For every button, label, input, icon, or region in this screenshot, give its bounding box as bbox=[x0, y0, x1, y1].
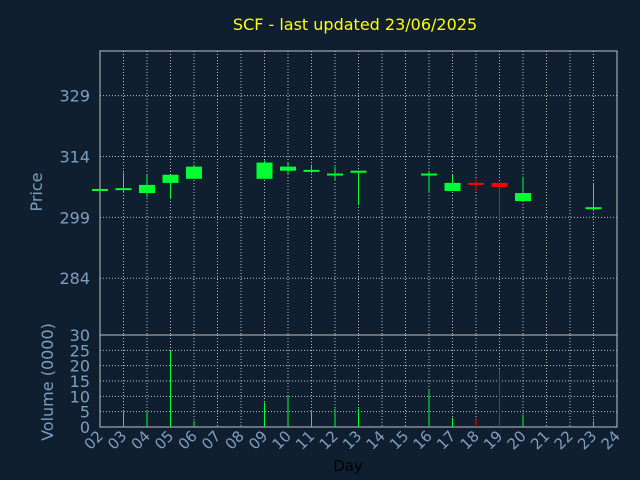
x-tick-label: 15 bbox=[386, 427, 412, 453]
x-tick-label: 07 bbox=[198, 427, 224, 453]
candle-body bbox=[515, 193, 531, 202]
x-tick-label: 10 bbox=[269, 427, 295, 453]
candle-body bbox=[444, 182, 461, 191]
candle-body bbox=[421, 173, 437, 176]
volume-tick-label: 10 bbox=[70, 387, 90, 406]
x-tick-label: 13 bbox=[339, 427, 365, 453]
price-tick-label: 299 bbox=[59, 208, 90, 227]
x-tick-label: 23 bbox=[574, 427, 600, 453]
candle-body bbox=[186, 166, 202, 179]
x-tick-label: 22 bbox=[551, 427, 577, 453]
x-tick-label: 04 bbox=[128, 427, 154, 453]
price-tick-label: 314 bbox=[59, 147, 90, 166]
candle-body bbox=[162, 174, 179, 183]
x-tick-label: 12 bbox=[316, 427, 342, 453]
price-tick-label: 284 bbox=[59, 269, 90, 288]
x-tick-label: 05 bbox=[151, 427, 177, 453]
x-tick-label: 19 bbox=[480, 427, 506, 453]
candle-body bbox=[280, 166, 296, 171]
candle-body bbox=[327, 173, 343, 176]
x-tick-label: 11 bbox=[292, 427, 318, 453]
candle-body bbox=[491, 182, 508, 187]
price-tick-label: 329 bbox=[59, 87, 90, 106]
x-tick-label: 09 bbox=[245, 427, 271, 453]
candle-body bbox=[115, 188, 132, 191]
volume-tick-label: 20 bbox=[70, 357, 90, 376]
x-tick-label: 14 bbox=[363, 427, 389, 453]
x-tick-label: 21 bbox=[527, 427, 553, 453]
x-tick-label: 06 bbox=[175, 427, 201, 453]
x-tick-label: 20 bbox=[504, 427, 530, 453]
candle-body bbox=[303, 169, 320, 172]
x-tick-label: 08 bbox=[222, 427, 248, 453]
volume-axis-label: Volume (0000) bbox=[38, 323, 57, 441]
candle-body bbox=[92, 188, 108, 191]
volume-tick-label: 0 bbox=[80, 418, 90, 437]
x-tick-label: 03 bbox=[104, 427, 130, 453]
candle-body bbox=[139, 184, 155, 193]
candle-body bbox=[256, 162, 273, 179]
price-axis-label: Price bbox=[27, 172, 46, 211]
volume-tick-label: 5 bbox=[80, 403, 90, 422]
x-tick-label: 16 bbox=[410, 427, 436, 453]
x-tick-label: 24 bbox=[598, 427, 624, 453]
chart-title: SCF - last updated 23/06/2025 bbox=[233, 15, 477, 34]
volume-tick-label: 30 bbox=[70, 326, 90, 345]
candle-body bbox=[468, 182, 484, 185]
candle-body bbox=[350, 170, 367, 173]
x-tick-label: 18 bbox=[457, 427, 483, 453]
x-tick-label: 17 bbox=[433, 427, 459, 453]
x-axis-label: Day bbox=[333, 457, 363, 475]
candle-body bbox=[585, 207, 602, 210]
volume-tick-label: 15 bbox=[70, 372, 90, 391]
volume-tick-label: 25 bbox=[70, 341, 90, 360]
